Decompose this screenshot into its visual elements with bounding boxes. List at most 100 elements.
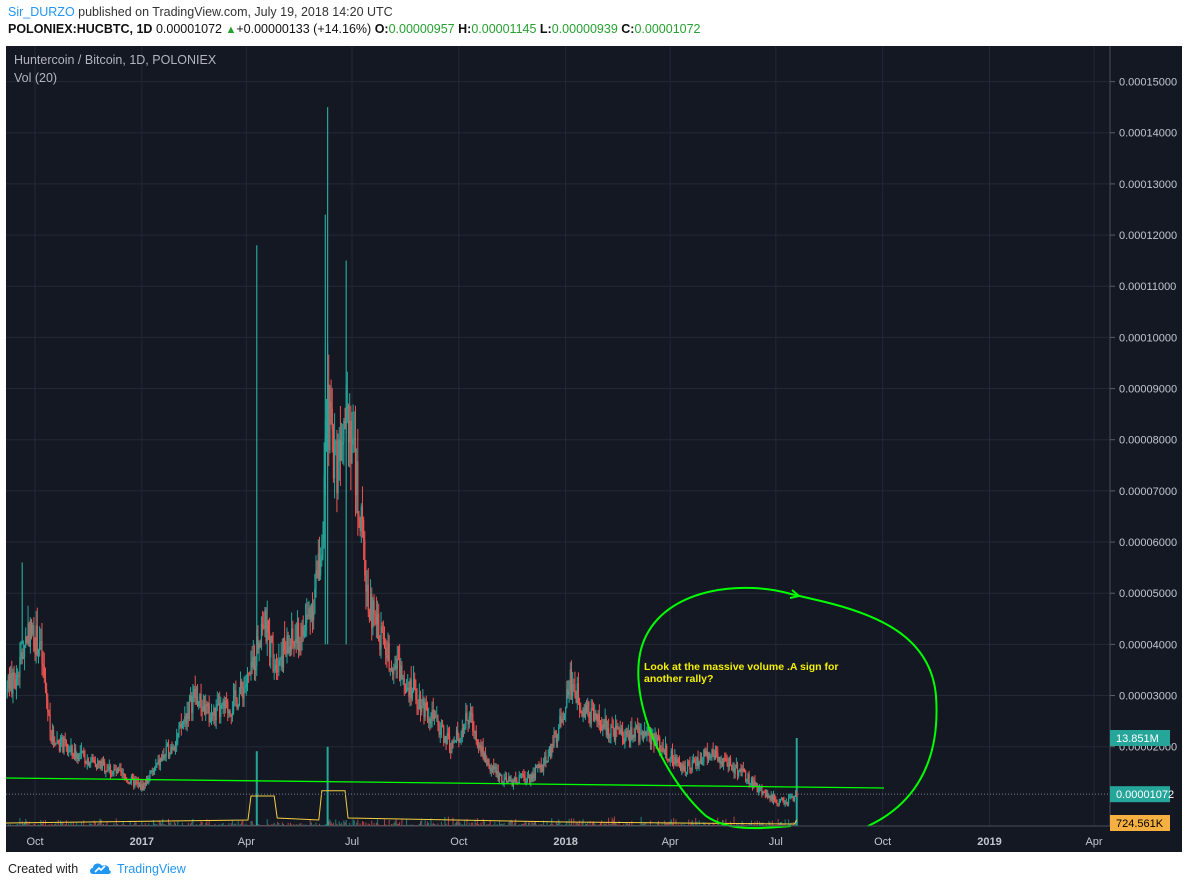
volume-bar (309, 818, 311, 826)
volume-bar (72, 822, 74, 826)
volume-bar (273, 822, 275, 826)
candle-body (659, 738, 661, 751)
candle-body (656, 737, 658, 745)
volume-bar (566, 821, 568, 826)
volume-bar (665, 823, 667, 826)
candle-body (63, 738, 65, 753)
candle-body (80, 751, 83, 754)
volume-bar (508, 822, 510, 826)
volume-bar (401, 818, 403, 826)
candle-body (688, 761, 690, 763)
volume-bar (394, 821, 396, 826)
candle-body (206, 704, 208, 707)
candle-body (610, 726, 612, 738)
volume-bar (597, 824, 599, 826)
volume-bar (748, 822, 750, 826)
candle-body (696, 757, 698, 766)
volume-bar (608, 817, 610, 826)
candle-body (495, 766, 497, 774)
candle-body (238, 694, 240, 706)
candle-body (489, 765, 491, 772)
volume-bar (100, 819, 102, 826)
candle-body (329, 401, 331, 451)
chart-area[interactable]: Look at the massive volume .A sign for an… (5, 46, 1182, 852)
volume-bar (233, 824, 235, 826)
candle-body (769, 796, 771, 800)
candle-body (35, 625, 37, 655)
volume-bar (683, 823, 685, 826)
candle-body (47, 699, 49, 712)
volume-bar (480, 822, 482, 826)
candle-body (102, 760, 105, 763)
volume-bar (667, 823, 669, 826)
candle-body (675, 757, 677, 764)
volume-bar (731, 823, 733, 826)
volume-bar (352, 819, 354, 826)
candle-body (536, 766, 538, 768)
candle-body (448, 736, 451, 752)
volume-bar (593, 821, 595, 826)
candle-body (246, 672, 249, 684)
candle-body (372, 600, 374, 629)
candle-body (299, 641, 301, 651)
volume-bar (494, 822, 496, 826)
candle-body (614, 725, 617, 740)
candle-body (520, 774, 523, 776)
candle-body (772, 795, 775, 802)
volume-bar (629, 823, 631, 826)
tradingview-cloud-icon[interactable] (88, 859, 112, 877)
candle-body (225, 700, 228, 702)
volume-bar (668, 822, 670, 826)
volume-bar (459, 822, 461, 826)
volume-bar (75, 824, 77, 826)
author-link[interactable]: Sir_DURZO (8, 5, 75, 19)
candle-body (745, 771, 747, 781)
candle-body (353, 437, 355, 440)
volume-bar (94, 822, 96, 826)
volume-bar (558, 819, 560, 826)
chart-title: Huntercoin / Bitcoin, 1D, POLONIEX (14, 53, 217, 67)
volume-bar (795, 820, 797, 826)
volume-bar (154, 823, 156, 826)
candle-body (235, 690, 237, 699)
candle-body (55, 743, 57, 746)
candle-body (720, 761, 722, 764)
price-chart[interactable]: Look at the massive volume .A sign foran… (5, 46, 1182, 852)
candle-body (333, 442, 336, 479)
candle-body (123, 773, 126, 777)
candle-body (137, 782, 139, 785)
candle-body (20, 652, 22, 657)
candle-body (29, 620, 31, 647)
volume-bar (523, 823, 525, 826)
volume-bar (318, 823, 320, 826)
candle-body (617, 728, 619, 730)
volume-bar (175, 823, 177, 826)
candle-body (549, 746, 552, 757)
volume-bar (746, 824, 748, 826)
volume-bar (342, 824, 344, 826)
candle-body (716, 751, 718, 753)
volume-bar (21, 820, 23, 826)
volume-bar (479, 824, 481, 826)
volume-bar (282, 823, 284, 826)
candle-body (729, 758, 732, 765)
volume-bar (536, 824, 538, 826)
volume-bar (445, 823, 447, 826)
volume-bar (388, 820, 390, 826)
candle-body (257, 636, 259, 650)
x-tick-label: 2018 (553, 836, 577, 848)
candle-body (408, 687, 410, 697)
candle-body (361, 506, 364, 521)
volume-bar (306, 824, 308, 826)
tradingview-link[interactable]: TradingView (117, 862, 186, 876)
candle-body (171, 746, 173, 750)
candle-body (568, 690, 570, 696)
candle-body (765, 792, 768, 797)
volume-bar (515, 818, 517, 826)
volume-bar (329, 819, 331, 826)
volume-bar (703, 822, 705, 826)
candle-body (248, 672, 250, 674)
x-tick-label: Oct (450, 836, 467, 848)
candle-body (140, 783, 142, 790)
candle-body (596, 718, 598, 722)
